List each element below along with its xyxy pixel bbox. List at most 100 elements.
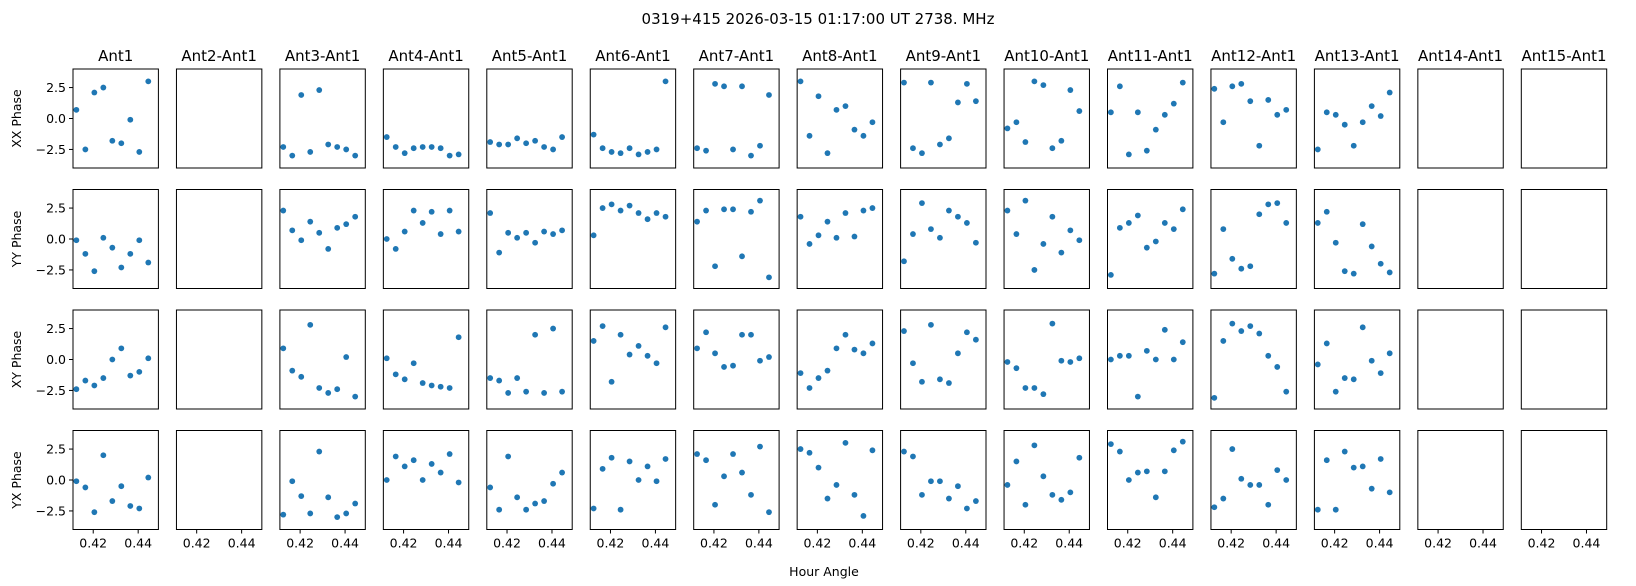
data-point xyxy=(1247,323,1254,329)
data-point xyxy=(851,233,858,240)
x-tick-label: 0.44 xyxy=(228,536,256,551)
panel-frame xyxy=(382,189,470,289)
panel-frame xyxy=(900,189,987,289)
data-point xyxy=(82,377,89,384)
data-point xyxy=(1013,458,1020,465)
data-point xyxy=(487,484,494,491)
data-point xyxy=(901,328,907,334)
y-axis-label-xx-phase: XX Phase xyxy=(9,89,24,148)
data-point xyxy=(523,140,530,147)
data-point xyxy=(1238,265,1245,272)
panel-title-ant7-ant1: Ant7-Ant1 xyxy=(699,47,774,65)
data-point xyxy=(280,345,287,352)
data-point xyxy=(289,227,296,234)
data-point xyxy=(919,150,925,157)
panel-frame xyxy=(1107,189,1194,289)
data-point xyxy=(712,501,718,508)
data-point xyxy=(869,340,876,347)
panel-frame xyxy=(175,309,263,410)
data-point xyxy=(1058,496,1065,503)
data-point xyxy=(343,354,350,360)
data-point xyxy=(766,354,772,360)
data-point xyxy=(635,342,642,349)
data-point xyxy=(352,152,359,159)
panel-title-ant11-ant1: Ant11-Ant1 xyxy=(1108,47,1193,65)
data-point xyxy=(928,226,934,233)
data-point xyxy=(730,206,736,213)
data-point xyxy=(653,146,660,153)
data-point xyxy=(635,151,642,158)
data-point xyxy=(1049,491,1056,498)
data-point xyxy=(748,152,754,159)
data-point xyxy=(419,380,426,386)
figure-title: 0319+415 2026-03-15 01:17:00 UT 2738. MH… xyxy=(642,10,995,28)
y-tick-label: 2.5 xyxy=(46,80,66,95)
data-point xyxy=(797,213,804,220)
data-point xyxy=(748,491,754,498)
data-point xyxy=(1179,206,1186,213)
data-point xyxy=(703,457,709,464)
data-point xyxy=(496,249,503,256)
panel-frame xyxy=(382,68,470,169)
data-point xyxy=(910,231,916,237)
data-point xyxy=(307,149,314,155)
data-point xyxy=(325,141,332,148)
panel-xy-phase-ant8-ant1 xyxy=(796,309,884,410)
panel-yy-phase-ant8-ant1 xyxy=(796,189,884,289)
panel-frame xyxy=(796,430,884,530)
data-point xyxy=(1341,375,1348,381)
data-point xyxy=(136,237,143,244)
x-tick-label: 0.42 xyxy=(597,536,625,551)
panel-frame xyxy=(693,430,780,530)
x-tick-label: 0.44 xyxy=(124,536,152,551)
data-point xyxy=(860,132,867,139)
y-tick-label: 0.0 xyxy=(46,111,66,126)
data-point xyxy=(1143,244,1150,251)
panel-frame xyxy=(175,189,263,289)
data-point xyxy=(455,151,462,158)
data-point xyxy=(662,456,669,462)
data-point xyxy=(298,92,305,98)
data-point xyxy=(401,150,408,157)
data-point xyxy=(343,221,350,228)
data-point xyxy=(1323,340,1330,347)
panel-yx-phase-ant5-ant1: 0.42 0.44 xyxy=(486,430,573,551)
data-point xyxy=(73,386,80,393)
data-point xyxy=(1031,442,1038,449)
data-point xyxy=(1341,448,1348,455)
data-point xyxy=(325,494,332,501)
data-point xyxy=(860,207,867,214)
data-point xyxy=(334,224,341,231)
data-point xyxy=(901,79,907,86)
x-tick-label: 0.44 xyxy=(1469,536,1497,551)
data-point xyxy=(505,141,512,148)
data-point xyxy=(334,514,341,521)
data-point xyxy=(1323,208,1330,215)
data-point xyxy=(109,244,116,251)
data-point xyxy=(1332,506,1339,513)
data-point xyxy=(1274,200,1281,207)
data-point xyxy=(955,213,961,220)
data-point xyxy=(842,439,849,446)
data-point xyxy=(541,228,548,235)
data-point xyxy=(1107,441,1114,448)
panel-frame xyxy=(486,68,573,169)
data-point xyxy=(946,207,952,214)
data-point xyxy=(1152,126,1159,133)
data-point xyxy=(963,329,970,336)
data-point xyxy=(1179,438,1186,445)
panel-xx-phase-ant2-ant1: Ant2-Ant1 xyxy=(175,47,263,169)
data-point xyxy=(383,477,390,483)
data-point xyxy=(559,134,565,140)
data-point xyxy=(972,98,979,105)
data-point xyxy=(532,331,539,338)
data-point xyxy=(91,382,98,389)
data-point xyxy=(1143,347,1150,354)
data-point xyxy=(1004,359,1011,365)
data-point xyxy=(325,390,332,396)
data-point xyxy=(352,213,359,220)
data-point xyxy=(928,321,934,328)
data-point xyxy=(739,83,745,90)
data-point xyxy=(1350,142,1357,149)
